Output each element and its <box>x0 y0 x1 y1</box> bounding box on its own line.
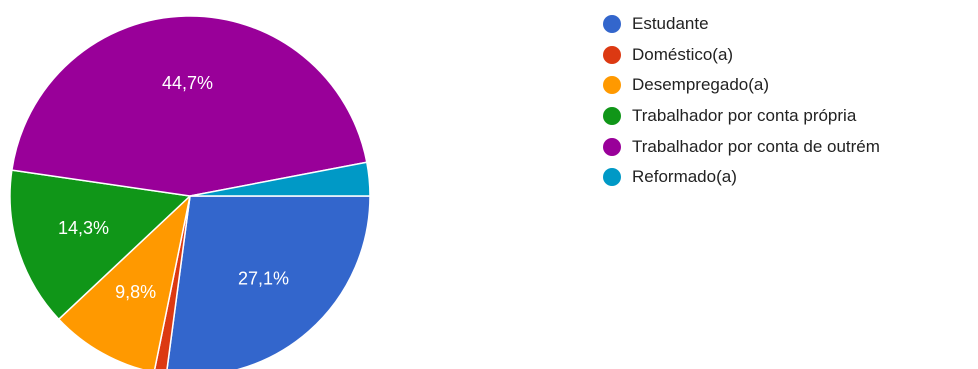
legend-swatch-reformado <box>603 168 621 187</box>
legend-label: Reformado(a) <box>632 167 737 187</box>
chart-legend: Estudante Doméstico(a) Desempregado(a) T… <box>603 9 880 193</box>
legend-label: Trabalhador por conta própria <box>632 106 857 126</box>
legend-label: Trabalhador por conta de outrém <box>632 136 880 156</box>
pie-slice-2[interactable] <box>57 193 192 369</box>
legend-label: Estudante <box>632 14 709 34</box>
pie-data-label-4: 44,7% <box>162 73 213 93</box>
pie-chart-plot: 27,1% 9,8% 14,3% 44,7% <box>9 15 371 369</box>
pie-slice-4[interactable] <box>11 15 368 197</box>
pie-slice-5[interactable] <box>189 161 371 197</box>
legend-label: Desempregado(a) <box>632 75 770 95</box>
legend-item-conta-outrem[interactable]: Trabalhador por conta de outrém <box>603 131 880 162</box>
legend-swatch-desempregado <box>603 76 621 95</box>
legend-item-reformado[interactable]: Reformado(a) <box>603 162 880 193</box>
pie-data-label-2: 9,8% <box>115 282 156 302</box>
legend-item-estudante[interactable]: Estudante <box>603 9 880 40</box>
legend-swatch-estudante <box>603 15 621 34</box>
legend-label: Doméstico(a) <box>632 44 734 64</box>
pie-data-label-0: 27,1% <box>238 269 289 289</box>
legend-swatch-conta-outrem <box>603 137 621 156</box>
pie-slice-3[interactable] <box>9 169 192 321</box>
legend-swatch-domestico <box>603 45 621 64</box>
legend-item-desempregado[interactable]: Desempregado(a) <box>603 70 880 101</box>
legend-swatch-conta-propria <box>603 107 621 126</box>
legend-item-conta-propria[interactable]: Trabalhador por conta própria <box>603 101 880 132</box>
pie-slice-0[interactable] <box>166 195 371 369</box>
pie-data-label-3: 14,3% <box>58 218 109 238</box>
legend-item-domestico[interactable]: Doméstico(a) <box>603 40 880 71</box>
